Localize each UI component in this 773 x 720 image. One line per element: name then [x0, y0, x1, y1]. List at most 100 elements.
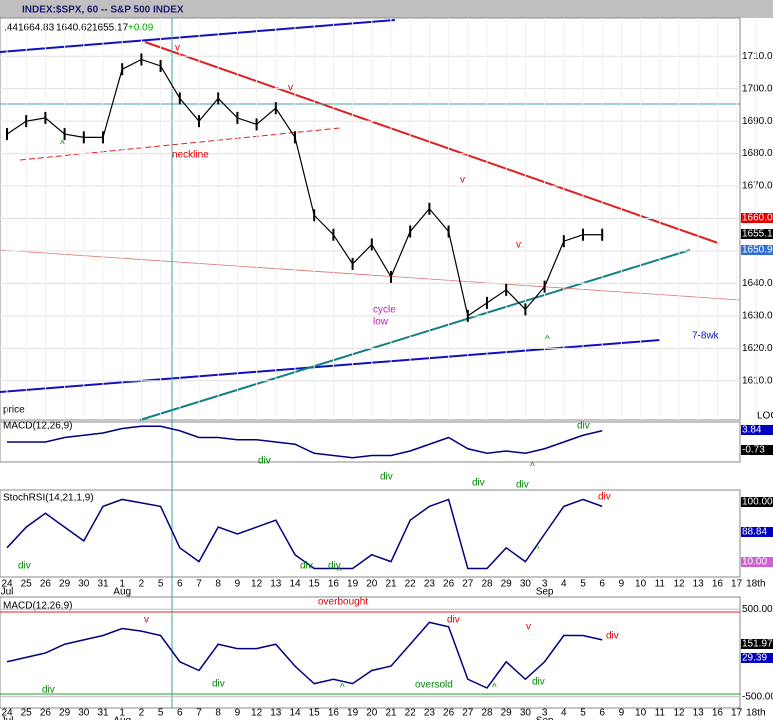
readout: .44	[4, 23, 18, 34]
series-line	[6, 621, 603, 689]
price-bar	[102, 131, 104, 144]
x-tick-label: 12	[251, 579, 263, 590]
x-tick-label: 3	[542, 708, 548, 719]
x-tick-label: 15	[309, 708, 321, 719]
x-tick-label: 5	[580, 708, 586, 719]
panel-label: StochRSI(14,21,1,9)	[3, 493, 94, 504]
readout-box	[741, 557, 773, 567]
annotation: ^	[60, 140, 65, 151]
x-tick-label: 19	[347, 579, 359, 590]
x-tick-label: 24	[1, 579, 13, 590]
x-tick-label: 5	[580, 579, 586, 590]
readout: 1655.17	[92, 23, 129, 34]
readout-box	[741, 445, 773, 455]
annotation: div	[606, 631, 619, 642]
price-bar	[351, 257, 354, 270]
readout-label: 88.84	[742, 527, 767, 538]
y-tick-label: 1610.00	[742, 375, 773, 386]
x-tick-label: 1	[119, 579, 125, 590]
x-tick-label: 10	[635, 579, 647, 590]
price-bar	[140, 53, 143, 66]
readout-label: 29.39	[742, 653, 767, 664]
x-tick-label: 2	[139, 708, 145, 719]
x-tick-label: 28	[481, 708, 493, 719]
trendline	[0, 19, 396, 53]
x-tick-label: 6	[599, 579, 605, 590]
price-bar	[44, 111, 47, 124]
readout-label: 1650.93	[742, 245, 773, 256]
annotation: div	[598, 492, 611, 503]
x-tick-label: 8	[215, 708, 221, 719]
x-tick-label: 7	[196, 579, 202, 590]
readout-box	[741, 639, 773, 649]
x-tick-label: 30	[78, 579, 90, 590]
x-tick-label: 21	[385, 708, 397, 719]
x-tick-label: 14	[289, 579, 301, 590]
annotation: ^	[545, 335, 550, 346]
x-tick-label: 18th	[746, 579, 765, 590]
annotation: ^	[337, 567, 342, 578]
x-tick-label: 4	[561, 708, 567, 719]
x-tick-label: 11	[655, 708, 666, 719]
y-tick-label: 1690.00	[742, 116, 773, 127]
price-bar	[82, 131, 85, 144]
price-bar	[255, 118, 258, 131]
annotation: oversold	[415, 680, 453, 691]
x-tick-label: 26	[40, 708, 52, 719]
month-label: Sep	[536, 587, 554, 598]
price-bar	[390, 270, 392, 283]
x-tick-label: 8	[215, 579, 221, 590]
x-tick-label: 31	[97, 708, 109, 719]
y-tick-label: 1620.00	[742, 343, 773, 354]
annotation: div	[328, 561, 341, 572]
annotation: cycle	[373, 305, 396, 316]
price-bar	[428, 202, 431, 215]
readout-box	[741, 245, 773, 255]
annotation: ^	[340, 683, 345, 694]
annotation: low	[373, 317, 389, 328]
x-tick-label: 17	[731, 579, 743, 590]
readout-box	[741, 213, 773, 223]
annotation: v	[144, 615, 149, 626]
x-tick-label: 22	[405, 708, 417, 719]
month-label: Sep	[536, 716, 554, 720]
x-tick-label: 12	[673, 708, 685, 719]
x-tick-label: 13	[693, 579, 705, 590]
readout-label: 100.00	[742, 497, 773, 508]
x-tick-label: 30	[520, 579, 532, 590]
x-tick-label: 25	[21, 708, 33, 719]
x-tick-label: 29	[501, 708, 513, 719]
trendline	[144, 41, 719, 244]
annotation: v	[460, 175, 465, 186]
x-tick-label: 6	[177, 708, 183, 719]
x-tick-label: 23	[424, 708, 436, 719]
x-tick-label: 14	[289, 708, 301, 719]
x-tick-label: 13	[270, 579, 282, 590]
x-tick-label: 27	[462, 708, 474, 719]
x-tick-label: 18th	[746, 708, 765, 719]
price-bar	[543, 280, 546, 293]
readout-box	[741, 497, 773, 507]
price-bar	[313, 209, 316, 222]
readout-label: -0.73	[742, 445, 765, 456]
annotation: div	[447, 615, 460, 626]
price-bar	[25, 115, 28, 128]
readout-box	[741, 229, 773, 239]
x-tick-label: 6	[599, 708, 605, 719]
x-tick-label: 29	[59, 708, 71, 719]
annotation: ^	[530, 462, 535, 473]
x-tick-label: 2	[139, 579, 145, 590]
readout-label: 1660.00	[742, 213, 773, 224]
macd-panel	[0, 421, 741, 463]
x-tick-label: 12	[673, 579, 685, 590]
annotation: LOG	[757, 411, 773, 422]
x-tick-label: 9	[619, 708, 625, 719]
x-tick-label: 1	[119, 708, 125, 719]
panel-label: MACD(12,26,9)	[3, 601, 72, 612]
x-tick-label: 3	[542, 579, 548, 590]
x-tick-label: 30	[78, 708, 90, 719]
price-bar	[601, 228, 604, 241]
readout-label: 10.00	[742, 557, 767, 568]
x-tick-label: 26	[443, 579, 455, 590]
